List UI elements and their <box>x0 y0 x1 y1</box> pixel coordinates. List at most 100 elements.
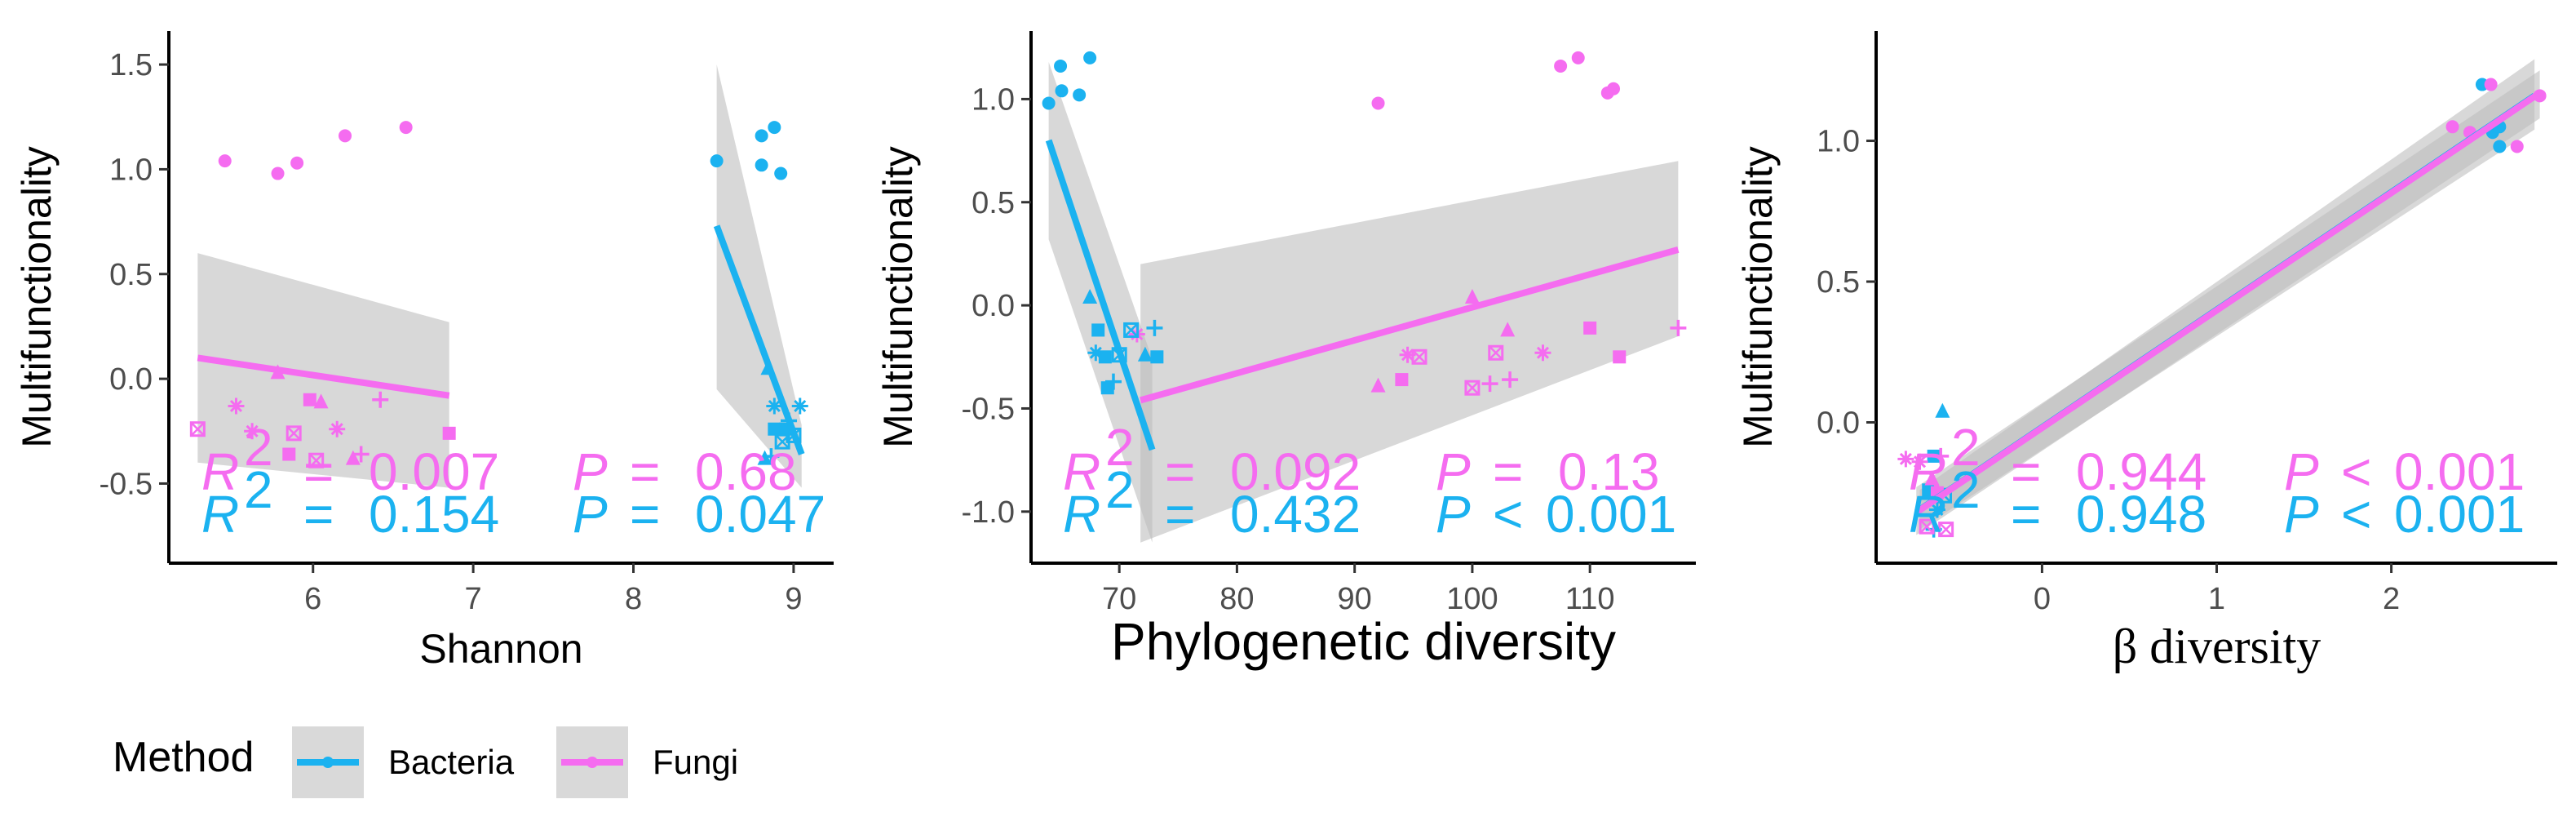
legend-title: Method <box>113 734 254 781</box>
x-axis-title: β diversity <box>2113 619 2321 673</box>
data-point-fungi <box>2510 140 2524 153</box>
x-tick-label: 100 <box>1446 582 1498 616</box>
data-point-fungi <box>1932 447 1950 464</box>
stat-equals: = <box>1165 442 1195 501</box>
data-point-bacteria <box>1091 323 1105 337</box>
ci-band-fungi <box>197 253 449 488</box>
legend-key-bacteria <box>292 726 364 798</box>
data-point-fungi <box>271 167 285 180</box>
x-axis-title: Shannon <box>419 626 582 672</box>
stat-annotation-fungi: R 2 = 0.944 P <0.001 <box>1909 418 2525 501</box>
stat-less-than: < <box>1493 485 1523 544</box>
data-point-bacteria <box>1098 350 1112 364</box>
data-point-bacteria <box>1042 96 1056 110</box>
stat-p-label: P <box>2284 442 2319 501</box>
x-tick-label: 7 <box>465 582 482 616</box>
stat-p-value: 0.001 <box>1546 485 1676 544</box>
data-point-fungi <box>1534 344 1551 362</box>
stat-r2-value: 0.092 <box>1230 442 1361 501</box>
data-point-bacteria <box>2493 140 2507 153</box>
y-axis-title: Multifunctionality <box>875 146 921 448</box>
data-point-bacteria <box>1928 501 1945 518</box>
stat-annotation-bacteria: R 2 = 0.948 P <0.001 <box>1909 460 2525 544</box>
data-point-fungi <box>1500 322 1516 337</box>
stat-r-label: R <box>201 485 239 544</box>
data-point-fungi <box>1370 377 1386 393</box>
stat-p-value: 0.001 <box>2394 442 2525 501</box>
y-tick-label: -0.5 <box>100 467 153 501</box>
stat-p-label: P <box>573 485 608 544</box>
stat-p-label: P <box>1436 442 1471 501</box>
data-point-bacteria <box>768 121 781 135</box>
data-point-fungi <box>1583 321 1597 335</box>
data-point-fungi <box>1670 319 1687 336</box>
stat-r-superscript: 2 <box>1951 418 1981 477</box>
stat-r2-value: 0.948 <box>2076 485 2206 544</box>
x-tick-label: 90 <box>1338 582 1372 616</box>
stat-r2-value: 0.007 <box>369 442 499 501</box>
data-point-fungi <box>1371 96 1385 110</box>
data-point-fungi <box>308 452 325 468</box>
fit-line-fungi <box>1140 246 1680 404</box>
data-point-fungi <box>1554 59 1568 73</box>
stat-equals: = <box>303 442 334 501</box>
data-point-bacteria <box>766 397 783 415</box>
stat-annotation-bacteria: R 2 = 0.432 P <0.001 <box>1063 460 1676 544</box>
x-tick-label: 1 <box>2208 582 2225 616</box>
y-tick-label: 0.5 <box>109 258 153 292</box>
stat-equals: = <box>2011 442 2041 501</box>
stat-r-label: R <box>1063 485 1100 544</box>
stat-p-value: 0.047 <box>695 485 825 544</box>
stat-p-value: 0.001 <box>2394 485 2525 544</box>
data-point-fungi <box>1924 470 1940 486</box>
y-tick-label: 0.5 <box>972 186 1015 220</box>
y-tick-label: 1.0 <box>109 153 153 187</box>
data-point-bacteria <box>1100 381 1114 395</box>
x-tick-label: 8 <box>625 582 642 616</box>
stat-p-label: P <box>1436 485 1471 544</box>
stat-less-than: < <box>2341 442 2371 501</box>
stat-p-value: 0.13 <box>1558 442 1660 501</box>
stat-r-label: R <box>201 442 239 501</box>
data-point-fungi <box>1395 373 1409 387</box>
stat-p-label: P <box>573 442 608 501</box>
x-tick-label: 70 <box>1102 582 1136 616</box>
y-tick-label: 0.0 <box>1817 406 1860 441</box>
stat-r-superscript: 2 <box>1951 460 1981 519</box>
data-point-fungi <box>1488 344 1504 361</box>
legend-key-fungi-dot <box>586 757 598 768</box>
panel-shannon: -0.5 0.0 0.5 1.0 1.5 6 7 8 9 Shannon Multifunction… <box>14 31 834 672</box>
panel-phylogenetic-diversity: -1.0 -0.5 0.0 0.5 1.0 70 80 90 100 110Phylogeneti… <box>875 31 1696 671</box>
data-point-fungi <box>442 426 456 440</box>
stat-p-value: 0.68 <box>695 442 797 501</box>
x-tick-label: 80 <box>1219 582 1254 616</box>
data-point-bacteria <box>1935 402 1950 418</box>
stat-r-superscript: 2 <box>1105 460 1135 519</box>
data-point-fungi <box>303 393 316 406</box>
data-point-fungi <box>285 425 302 442</box>
stat-r-label: R <box>1063 442 1100 501</box>
data-point-fungi <box>329 420 346 437</box>
data-point-fungi <box>282 447 296 461</box>
y-tick-label: -1.0 <box>962 495 1015 530</box>
data-point-fungi <box>1411 349 1427 365</box>
stat-annotation-fungi: R 2 = 0.092 P = 0.13 <box>1063 418 1660 501</box>
data-point-bacteria <box>1104 373 1122 390</box>
data-point-bacteria <box>1082 289 1098 304</box>
data-point-bacteria <box>1083 51 1097 64</box>
stat-equals: = <box>303 485 334 544</box>
data-point-fungi <box>1607 82 1621 95</box>
stat-less-than: < <box>2341 485 2371 544</box>
x-tick-label: 0 <box>2034 582 2051 616</box>
data-point-fungi <box>1613 350 1627 364</box>
y-tick-label: 0.0 <box>972 289 1015 323</box>
stat-equals: = <box>1165 485 1195 544</box>
legend-key-fungi <box>556 726 628 798</box>
data-point-fungi <box>1464 289 1480 304</box>
data-point-bacteria <box>763 448 780 465</box>
y-tick-label: -0.5 <box>962 392 1015 426</box>
data-point-bacteria <box>1087 344 1104 362</box>
stat-r-label: R <box>1909 485 1946 544</box>
y-axis-title: Multifunctionality <box>1735 146 1781 448</box>
data-point-bacteria <box>1123 322 1140 338</box>
